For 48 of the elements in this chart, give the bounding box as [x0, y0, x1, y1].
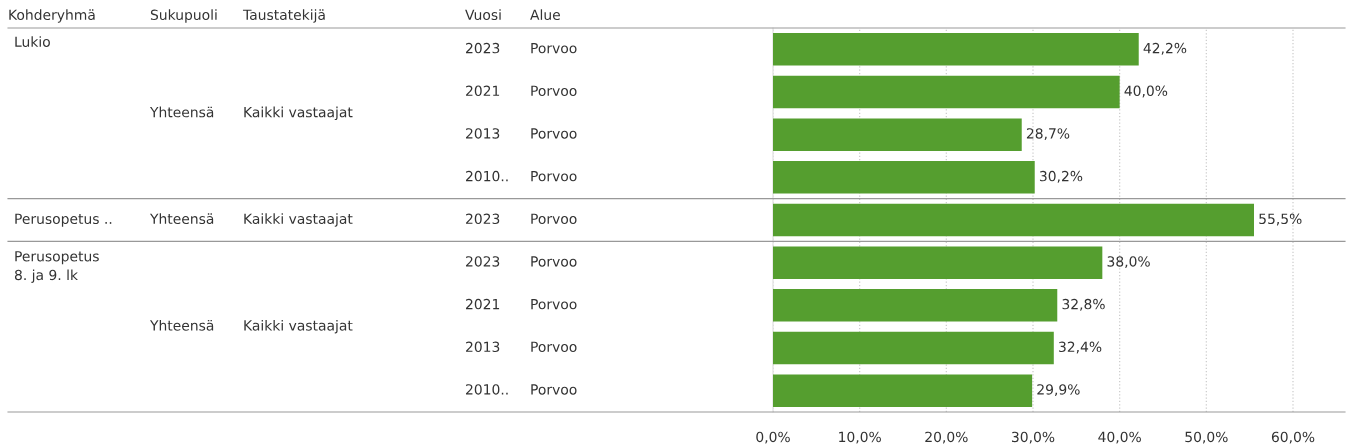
data-label: 28,7%	[1026, 128, 1070, 141]
data-label: 32,4%	[1059, 341, 1102, 354]
text: Perusopetus 8. ja 9. lk	[14, 251, 99, 283]
bar	[773, 331, 1054, 365]
text: Kaikki vastaajat	[244, 106, 353, 121]
data-label: 40,0%	[1124, 85, 1168, 98]
data-label: 29,9%	[1037, 384, 1080, 397]
text: Kohderyhmä	[9, 9, 95, 23]
text: Sukupuoli	[150, 9, 217, 23]
x-tick-label: 60,0%	[1271, 431, 1315, 444]
text: Yhteensä	[149, 106, 214, 118]
data-label: 42,2%	[1143, 42, 1187, 55]
category-label: 2023 Porvoo	[466, 42, 577, 54]
text: Alue	[530, 9, 560, 21]
text: Taustatekijä	[242, 9, 325, 23]
x-tick-label: 30,0%	[1012, 431, 1055, 444]
data-label: 30,2%	[1039, 170, 1083, 183]
bar	[773, 246, 1103, 279]
x-tick-label: 40,0%	[1098, 431, 1141, 444]
data-label: 32,8%	[1062, 298, 1105, 311]
text: Kaikki vastaajat	[244, 319, 353, 334]
text: Perusopetus ..	[15, 213, 112, 227]
x-tick-label: 0,0%	[756, 431, 790, 444]
bar	[773, 75, 1120, 109]
x-tick-label: 10,0%	[839, 431, 881, 444]
text: Yhteensä	[149, 319, 214, 331]
category-label: 2013 Porvoo	[466, 341, 577, 353]
category-label: 2010.. Porvoo	[466, 384, 577, 395]
text: Kaikki vastaajat	[244, 213, 353, 227]
category-label: 2023 Porvoo	[466, 256, 577, 267]
category-label: 2023 Porvoo	[466, 213, 577, 225]
text: Vuosi	[465, 9, 501, 21]
category-label: 2010.. Porvoo	[466, 170, 577, 182]
category-label: 2021 Porvoo	[466, 298, 577, 310]
bar	[773, 161, 1035, 194]
bar	[773, 289, 1058, 322]
text: Lukio	[15, 36, 50, 47]
bar	[773, 33, 1139, 66]
data-label: 38,0%	[1107, 256, 1150, 269]
category-label: 2013 Porvoo	[466, 128, 577, 139]
data-label: 55,5%	[1259, 213, 1302, 226]
category-label: 2021 Porvoo	[466, 85, 577, 97]
bar	[773, 374, 1033, 407]
text: Yhteensä	[149, 213, 214, 225]
x-tick-label: 20,0%	[925, 431, 968, 444]
bar	[773, 203, 1254, 237]
x-tick-label: 50,0%	[1185, 431, 1228, 444]
bar	[773, 118, 1022, 151]
